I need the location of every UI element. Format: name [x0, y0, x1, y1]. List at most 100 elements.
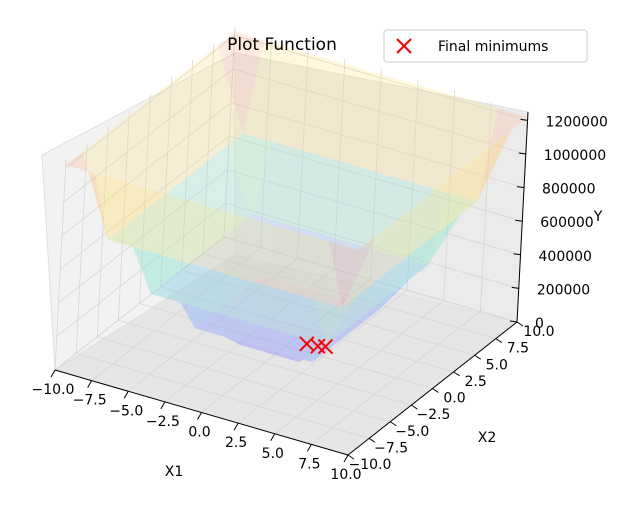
x-tick — [270, 433, 276, 441]
surface-patch — [150, 85, 193, 187]
x-tick-label: −10.0 — [32, 382, 75, 398]
surface-patch — [195, 314, 241, 345]
y-tick — [432, 388, 439, 393]
surface-patch — [124, 213, 168, 294]
z-tick — [516, 186, 525, 189]
surface-patch — [281, 150, 331, 231]
surface-patch — [389, 83, 440, 185]
surface-patch — [253, 345, 299, 362]
z-tick-label: 1000000 — [544, 148, 606, 164]
surface-patch — [477, 108, 528, 202]
surface-patch — [369, 175, 419, 257]
surface-patch — [211, 301, 258, 345]
surface-patch — [428, 192, 478, 265]
surface-patch — [350, 247, 399, 310]
x-tick — [123, 391, 129, 399]
surface-patch — [398, 184, 449, 265]
surface-patch — [359, 210, 410, 295]
y-tick — [474, 354, 482, 360]
surface-patch — [226, 133, 273, 214]
z-tick-label: 1200000 — [546, 114, 608, 130]
surface-patch — [303, 292, 351, 336]
surface-patch — [418, 91, 470, 193]
surface-patch — [99, 125, 142, 227]
y-tick-label: 5.0 — [486, 357, 508, 373]
surface-patch — [270, 224, 313, 300]
surface-patch — [262, 222, 311, 284]
z-axis-label: Y — [593, 209, 603, 225]
surface-patch — [329, 236, 376, 308]
surface-patch — [315, 322, 363, 349]
z-tick — [515, 219, 523, 222]
surface-patch — [192, 159, 236, 241]
y-tick — [411, 404, 418, 410]
y-tick-label: 2.5 — [464, 374, 486, 390]
gridline-z — [65, 34, 528, 169]
surface-patch — [343, 267, 393, 332]
surface-patch — [200, 45, 243, 147]
axis-panes — [41, 52, 529, 456]
surface-patch — [326, 281, 376, 345]
y-tick-label: −5.0 — [395, 424, 429, 440]
surface-patch — [460, 130, 511, 215]
surface-patch — [301, 57, 352, 159]
surface-patch — [375, 196, 427, 282]
surface-patch — [116, 111, 159, 214]
x-tick-label: 2.5 — [225, 435, 247, 451]
surface-patch — [137, 248, 181, 303]
x-tick-label: −7.5 — [73, 393, 107, 409]
surface-patch — [224, 336, 270, 354]
surface-patch — [224, 273, 269, 328]
surface-patch — [133, 98, 176, 200]
surface-patch — [201, 240, 246, 302]
surface-patch — [268, 327, 313, 363]
surface-patch — [150, 280, 196, 329]
surface-patch — [195, 265, 239, 320]
gridline-z — [63, 68, 526, 203]
surface-patch — [426, 156, 478, 242]
gridline-z — [61, 102, 525, 236]
y-tick-label: 10.0 — [523, 324, 554, 340]
surface-patch — [379, 256, 429, 310]
surface-patch — [448, 100, 499, 202]
surface-patch — [272, 49, 323, 151]
surface-patch — [167, 71, 210, 174]
x-tick — [197, 412, 202, 420]
y-tick — [368, 437, 376, 443]
surface-patch — [360, 254, 410, 319]
gridlines — [54, 26, 529, 456]
surface-patch — [332, 300, 380, 336]
y-tick-label: −10.0 — [349, 457, 392, 473]
surface-patch — [95, 173, 138, 249]
y-tick — [453, 371, 460, 377]
surface-patch — [65, 151, 108, 240]
surface-patch — [310, 158, 361, 240]
surface-patch — [411, 214, 461, 279]
surface-patch — [330, 66, 382, 168]
surface-patch — [254, 282, 298, 337]
surface-patch — [340, 167, 390, 248]
surface-patch — [360, 74, 411, 176]
y-tick-label: 0.0 — [443, 391, 465, 407]
x-tick — [306, 444, 312, 452]
x-tick-label: 5.0 — [262, 446, 284, 462]
z-tick-label: 800000 — [542, 182, 595, 198]
legend-box — [383, 29, 588, 63]
surface-patch — [141, 199, 185, 281]
surface-patch — [245, 275, 292, 319]
chart-title: Plot Function — [227, 35, 337, 55]
surface-patch — [82, 138, 125, 240]
surface-patch — [235, 213, 282, 276]
x-tick — [343, 454, 349, 463]
surface-patch — [217, 32, 265, 134]
surface-patch — [312, 294, 360, 345]
surface-patch — [238, 319, 283, 354]
gridline-z — [60, 135, 523, 270]
surface-patch — [269, 346, 316, 362]
y-tick-label: −7.5 — [374, 440, 408, 456]
surface-patch — [321, 239, 370, 301]
x-tick-label: −5.0 — [109, 403, 143, 419]
surface-patch — [342, 223, 393, 308]
x-tick-label: 10.0 — [330, 467, 361, 483]
surface-patch — [166, 256, 210, 311]
